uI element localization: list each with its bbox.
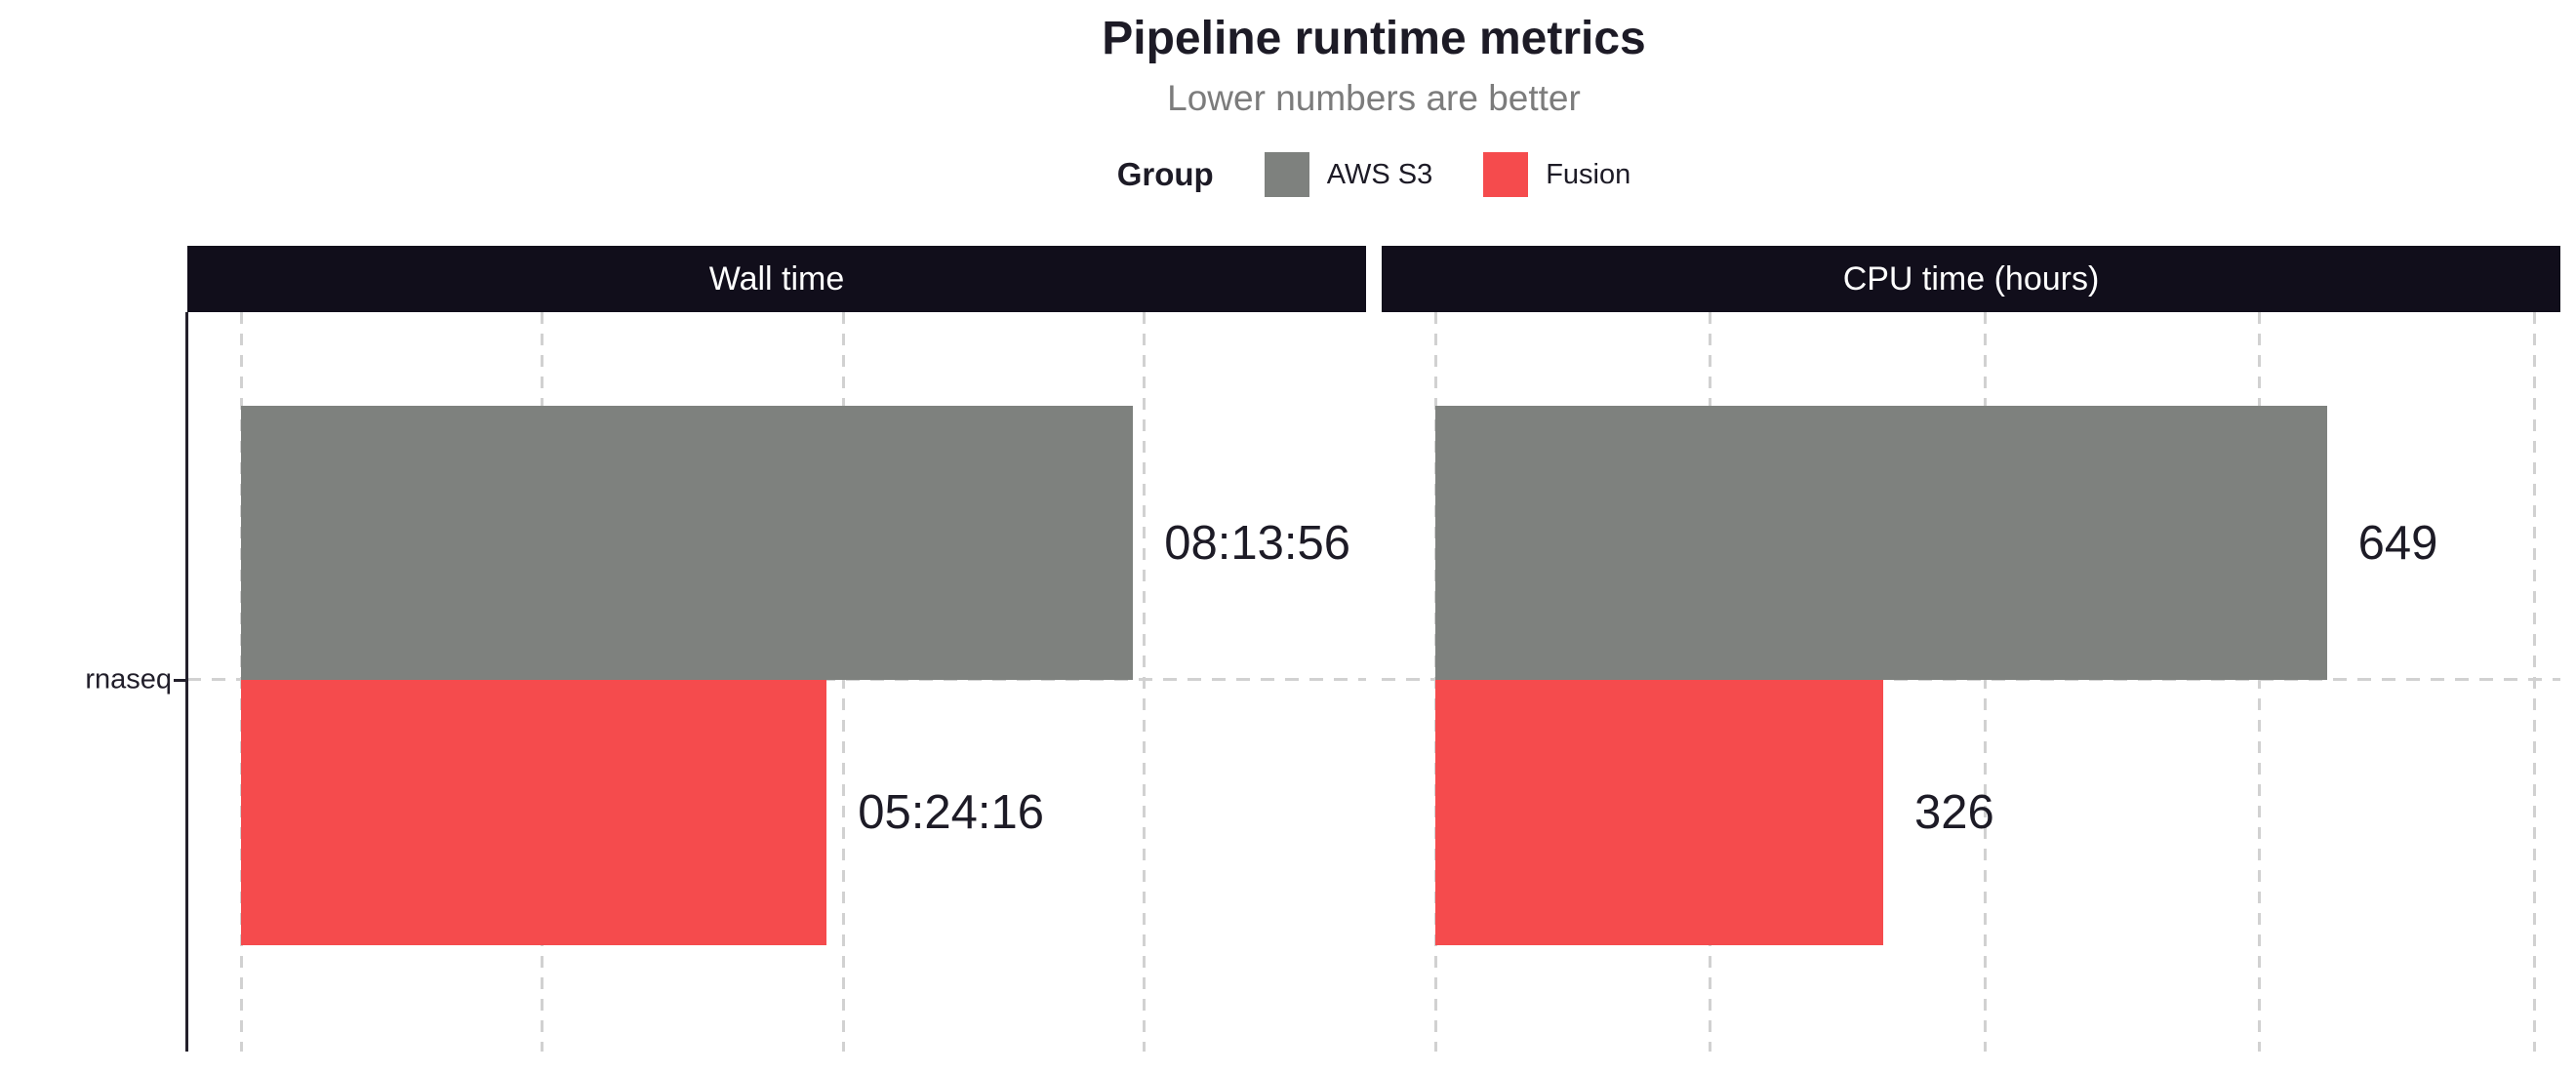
legend-key-aws-s3: AWS S3 <box>1264 152 1433 197</box>
plot-area-wall-time: 08:13:56 05:24:16 <box>187 312 1366 1052</box>
y-axis-tick <box>174 679 185 682</box>
plot-area-cpu-time: 649 326 <box>1382 312 2560 1052</box>
chart-subtitle: Lower numbers are better <box>1167 78 1581 118</box>
legend-swatch-fusion <box>1483 152 1529 197</box>
bar-aws-s3 <box>241 406 1134 680</box>
gridline <box>2532 312 2536 1052</box>
y-axis-line <box>185 312 188 1052</box>
bar-value-label: 08:13:56 <box>1164 516 1351 570</box>
legend-swatch-aws-s3 <box>1264 152 1309 197</box>
facet-strip-cpu-time: CPU time (hours) <box>1382 246 2560 312</box>
legend: Group AWS S3 Fusion <box>187 146 2560 203</box>
legend-label-fusion: Fusion <box>1546 158 1631 190</box>
y-axis-category-label: rnaseq <box>85 663 172 695</box>
facet-strip-label: CPU time (hours) <box>1842 259 2100 298</box>
bar-value-label: 649 <box>2357 516 2438 570</box>
facet-strip-label: Wall time <box>708 259 845 298</box>
facet-strip-wall-time: Wall time <box>187 246 1366 312</box>
legend-key-fusion: Fusion <box>1483 152 1630 197</box>
bar-fusion <box>1435 680 1883 945</box>
gridline <box>1143 312 1147 1052</box>
chart-title: Pipeline runtime metrics <box>1102 13 1646 64</box>
gridline <box>1983 312 1987 1052</box>
legend-label-aws-s3: AWS S3 <box>1326 158 1433 190</box>
bar-aws-s3 <box>1435 406 2327 680</box>
bar-fusion <box>241 680 827 945</box>
bar-value-label: 05:24:16 <box>858 786 1044 839</box>
gridline <box>841 312 845 1052</box>
gridline <box>2258 312 2262 1052</box>
bar-value-label: 326 <box>1913 786 1994 839</box>
legend-title: Group <box>1116 156 1214 192</box>
